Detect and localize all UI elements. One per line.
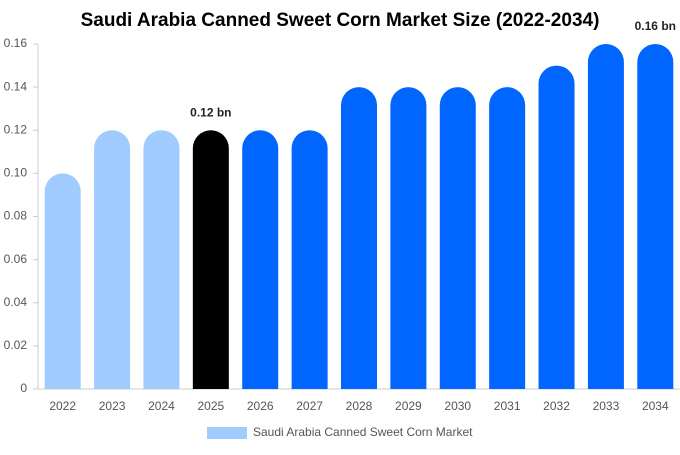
bar [94,130,131,390]
x-tick-label: 2029 [395,399,422,413]
bar [489,87,526,389]
bar [587,44,624,389]
legend-label: Saudi Arabia Canned Sweet Corn Market [253,425,473,439]
y-tick-label: 0.02 [4,338,28,352]
y-tick-label: 0.14 [4,79,28,93]
x-tick-label: 2024 [148,399,175,413]
data-label: 0.12 bn [190,105,231,119]
y-tick-label: 0 [20,381,27,395]
y-tick-label: 0.16 [4,36,28,50]
x-tick-label: 2026 [247,399,274,413]
x-tick-label: 2027 [296,399,323,413]
x-tick-label: 2033 [593,399,620,413]
bar [439,87,476,389]
x-tick-label: 2028 [346,399,373,413]
x-tick-label: 2034 [642,399,669,413]
bar [390,87,427,389]
x-tick-label: 2032 [543,399,570,413]
x-tick-label: 2031 [494,399,521,413]
x-tick-label: 2030 [444,399,471,413]
bar [143,130,180,390]
y-tick-label: 0.06 [4,252,28,266]
x-tick-label: 2025 [197,399,224,413]
x-tick-label: 2022 [49,399,76,413]
bar [242,130,279,390]
y-tick-label: 0.04 [4,295,28,309]
bar [192,130,229,390]
bar [291,130,328,390]
y-tick-label: 0.10 [4,166,28,180]
bar [637,44,674,389]
legend-swatch [207,427,247,439]
data-label: 0.16 bn [635,19,676,33]
bar [538,65,575,389]
y-tick-label: 0.12 [4,122,28,136]
bar [341,87,377,389]
x-tick-label: 2023 [99,399,126,413]
y-tick-label: 0.08 [4,209,28,223]
bar [44,173,81,389]
chart-title: Saudi Arabia Canned Sweet Corn Market Si… [81,10,600,31]
